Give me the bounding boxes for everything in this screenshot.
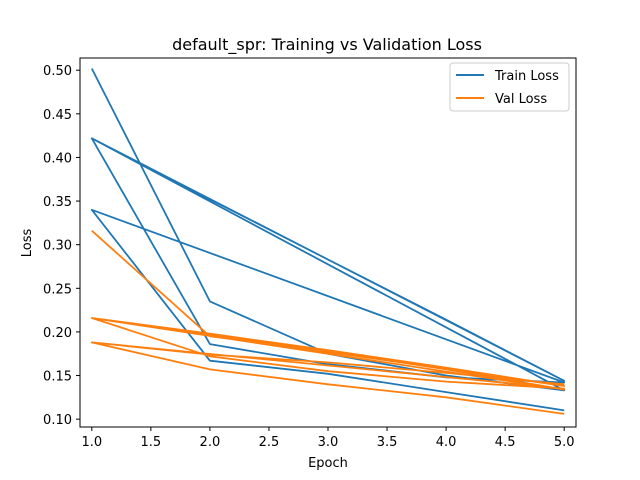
- y-axis-label: Loss: [20, 229, 35, 258]
- series-line-0: [90, 68, 566, 412]
- plot-lines: [90, 68, 566, 415]
- x-tick-label: 3.0: [318, 435, 339, 450]
- x-tick-label: 3.5: [377, 435, 398, 450]
- legend-train-label: Train Loss: [494, 69, 559, 84]
- legend: Train Loss Val Loss: [449, 62, 570, 112]
- chart-title: default_spr: Training vs Validation Loss: [172, 35, 482, 55]
- y-tick-label: 0.45: [43, 108, 72, 123]
- x-tick-label: 2.5: [259, 435, 280, 450]
- series-line-1: [90, 230, 566, 391]
- y-tick-label: 0.40: [43, 151, 72, 166]
- x-axis-label: Epoch: [308, 456, 348, 471]
- x-tick-label: 2.0: [200, 435, 221, 450]
- y-tick-label: 0.30: [43, 239, 72, 254]
- x-tick-label: 4.0: [436, 435, 457, 450]
- series-line-2: [91, 341, 565, 415]
- y-tick-label: 0.10: [43, 413, 72, 428]
- legend-val-label: Val Loss: [495, 92, 547, 107]
- x-tick-label: 1.0: [81, 435, 102, 450]
- y-tick-label: 0.15: [43, 370, 72, 385]
- y-tick-label: 0.50: [43, 64, 72, 79]
- x-tick-label: 4.5: [495, 435, 516, 450]
- y-tick-label: 0.20: [43, 326, 72, 341]
- y-tick-label: 0.25: [43, 282, 72, 297]
- x-axis-ticks: 1.0 1.5 2.0 2.5 3.0 3.5 4.0 4.5 5.0: [81, 427, 575, 450]
- y-axis-ticks: 0.10 0.15 0.20 0.25 0.30 0.35 0.40 0.45 0.50: [43, 64, 80, 428]
- y-tick-label: 0.35: [43, 195, 72, 210]
- x-tick-label: 1.5: [141, 435, 162, 450]
- x-tick-label: 5.0: [554, 435, 575, 450]
